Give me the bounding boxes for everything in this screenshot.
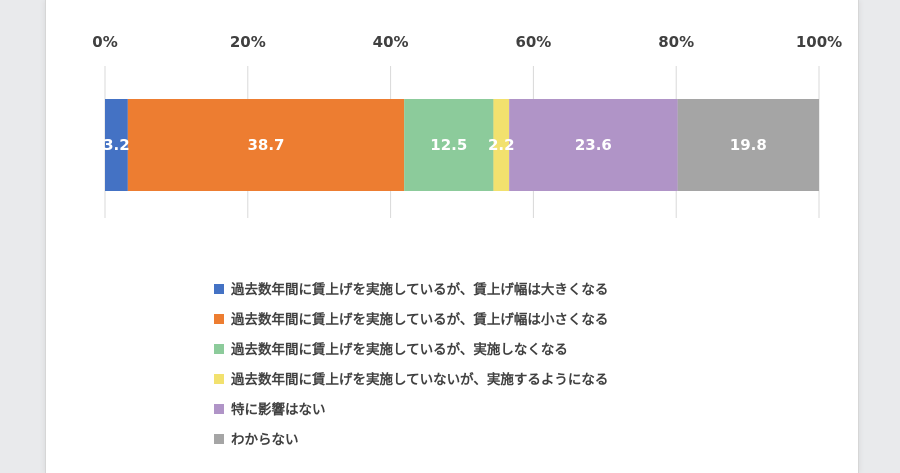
x-tick-label: 0% — [92, 33, 117, 51]
chart-frame: 0% 20% 40% 60% 80% 100% 3.2 38.7 12.5 2.2 23.6 19.… — [45, 0, 859, 473]
legend-swatch — [214, 434, 224, 444]
data-label: 19.8 — [730, 136, 767, 154]
bar-segment-5 — [509, 99, 678, 191]
legend-swatch — [214, 374, 224, 384]
x-tick-label: 20% — [230, 33, 266, 51]
bar-segment-6 — [677, 99, 819, 191]
legend-label: 過去数年間に賃上げを実施しているが、賃上げ幅は大きくなる — [230, 281, 608, 298]
x-tick-label: 100% — [796, 33, 842, 51]
bar-segment-3 — [404, 99, 494, 191]
bar-segment-1 — [105, 99, 128, 191]
legend-label: 過去数年間に賃上げを実施しているが、賃上げ幅は小さくなる — [230, 311, 608, 328]
data-label: 2.2 — [488, 136, 515, 154]
x-tick-label: 60% — [515, 33, 551, 51]
legend-label: 過去数年間に賃上げを実施しているが、実施しなくなる — [230, 341, 568, 358]
x-tick-label: 40% — [373, 33, 409, 51]
legend-swatch — [214, 404, 224, 414]
data-label: 3.2 — [103, 136, 130, 154]
legend-label: わからない — [231, 432, 299, 448]
legend-swatch — [214, 314, 224, 324]
data-label: 38.7 — [247, 136, 284, 154]
legend-label: 過去数年間に賃上げを実施していないが、実施するようになる — [230, 371, 608, 388]
legend-label: 特に影響はない — [231, 401, 326, 418]
bar-segment-2 — [127, 99, 405, 191]
data-label: 12.5 — [430, 136, 467, 154]
stacked-bar-chart: 0% 20% 40% 60% 80% 100% 3.2 38.7 12.5 2.2 23.6 19.… — [92, 33, 842, 448]
x-tick-label: 80% — [658, 33, 694, 51]
data-label: 23.6 — [575, 136, 612, 154]
legend-swatch — [214, 284, 224, 294]
bar-segment-4 — [493, 99, 510, 191]
legend-swatch — [214, 344, 224, 354]
